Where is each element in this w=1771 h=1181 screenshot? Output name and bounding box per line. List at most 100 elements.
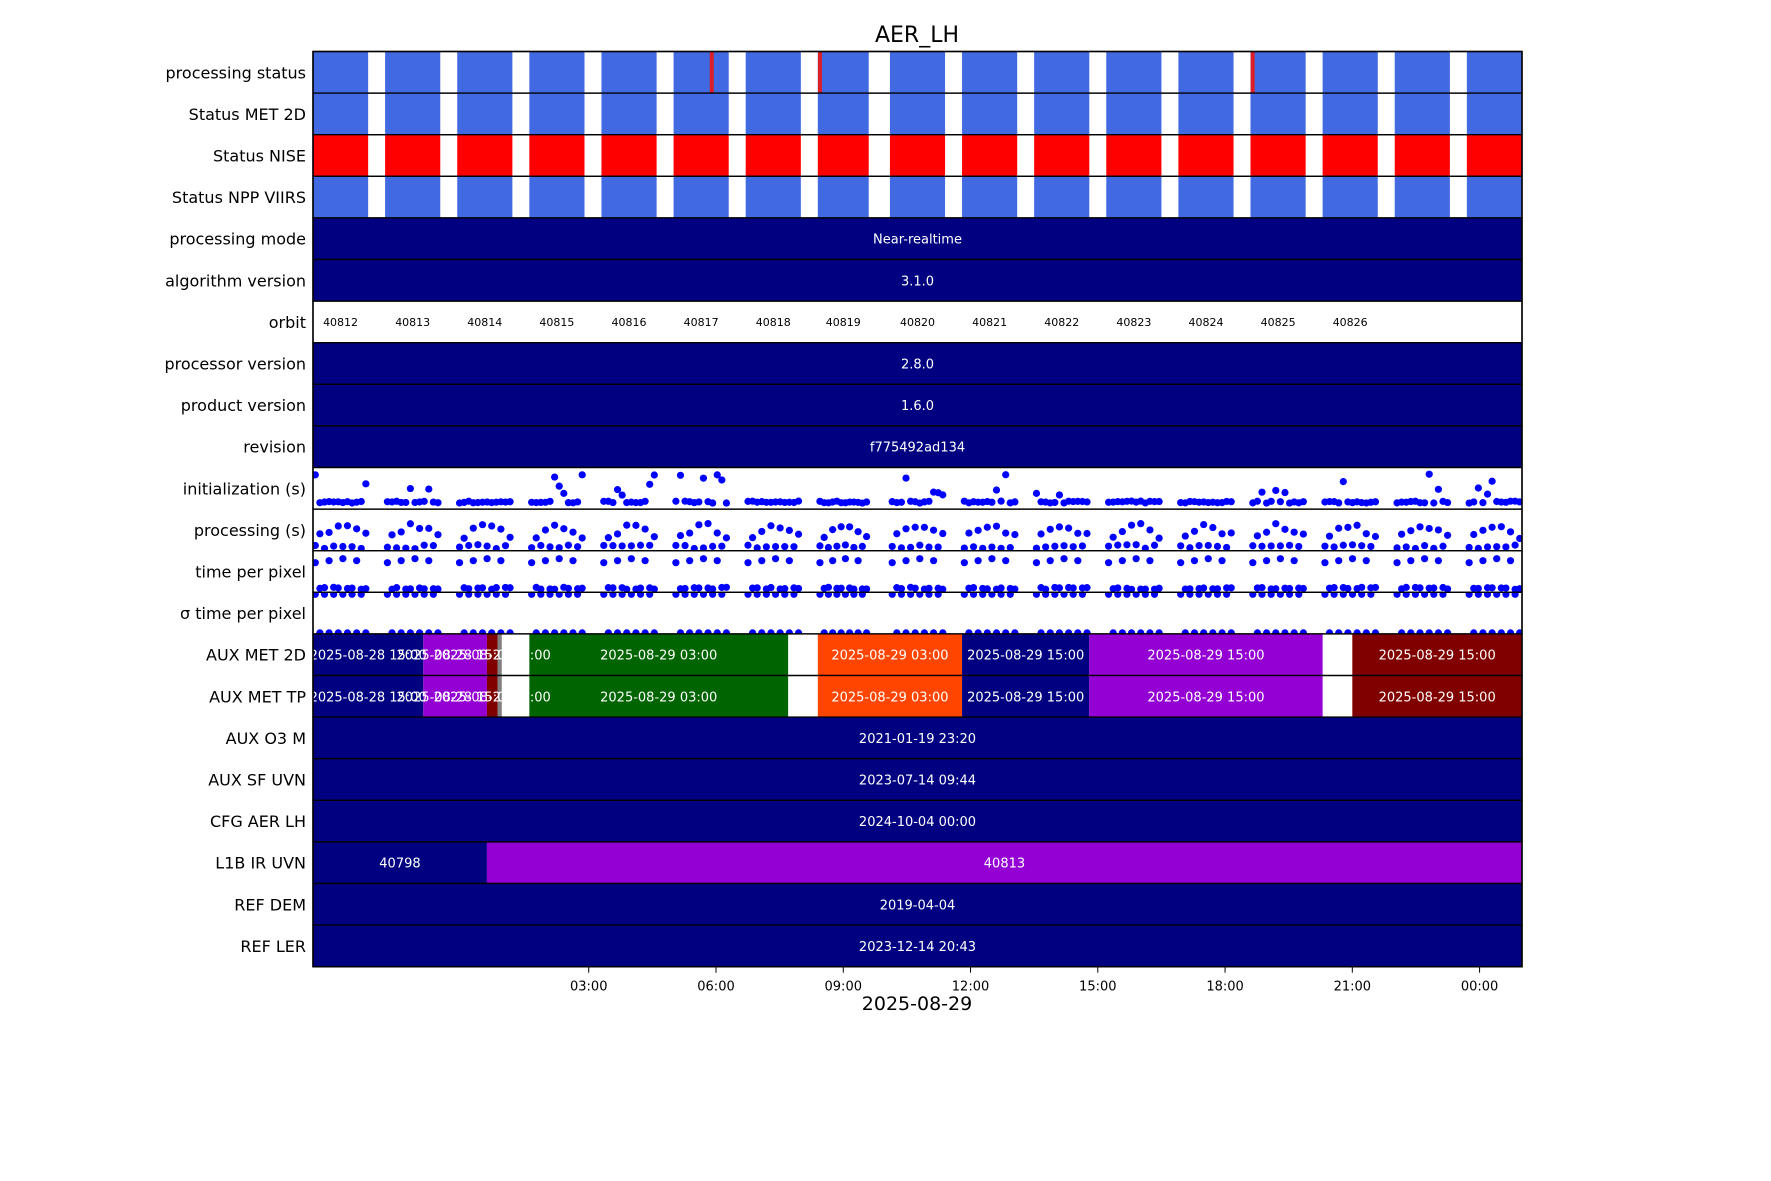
scatter-point (1434, 557, 1442, 565)
scatter-point (546, 592, 554, 598)
scatter-point (1497, 629, 1505, 634)
scatter-point (1155, 497, 1163, 506)
value-label: 2024-10-04 00:00 (859, 815, 976, 830)
scatter-point (767, 522, 775, 530)
scatter-point (1358, 592, 1366, 598)
scatter-point (1358, 583, 1366, 591)
file-segment (817, 633, 963, 676)
scatter-point (916, 555, 924, 563)
value-label: 1.6.0 (901, 399, 934, 414)
scatter-point (1339, 541, 1347, 549)
scatter-point (1146, 557, 1154, 565)
scatter-point (1506, 528, 1515, 536)
chart-title: AER_LH (875, 23, 959, 48)
scatter-point (829, 526, 837, 534)
scatter-point (1479, 526, 1487, 534)
file-segment (817, 675, 963, 718)
x-tick-label: 00:00 (1461, 980, 1498, 995)
scatter-point (713, 629, 721, 634)
orbit-bar (745, 93, 801, 135)
orbit-bar (962, 176, 1018, 218)
scatter-point (744, 559, 752, 567)
scatter-point (393, 544, 401, 551)
scatter-point (320, 584, 329, 592)
scatter-point (1362, 629, 1370, 634)
scatter-point (916, 541, 924, 549)
scatter-point (686, 629, 694, 634)
x-tick-label: 18:00 (1206, 980, 1243, 995)
row-labels: processing status Status MET 2D Status NIS… (164, 63, 306, 956)
scatter-point (1421, 499, 1429, 507)
orbit-bar (313, 176, 369, 218)
orbit-bar (529, 176, 585, 218)
value-bar (313, 717, 1522, 759)
scatter-point (897, 592, 906, 598)
scatter-point (455, 592, 464, 598)
orbit-bar (457, 51, 513, 94)
scatter-point (1253, 629, 1261, 634)
scatter-point (1267, 542, 1275, 550)
orbit-bar (457, 176, 513, 218)
orbit-bar (1178, 51, 1234, 94)
scatter-point (474, 541, 482, 549)
value-bar (313, 925, 1522, 967)
scatter-point (1032, 489, 1041, 497)
scatter-point (722, 583, 731, 591)
orbit-bar (673, 93, 729, 135)
scatter-point (1299, 530, 1307, 538)
scatter-point (560, 525, 568, 533)
orbit-bar (457, 93, 513, 135)
scatter-point (960, 592, 968, 598)
scatter-point (1272, 585, 1280, 593)
scatter-point (902, 525, 910, 533)
scatter-point (1118, 527, 1126, 536)
orbit-bar (1034, 93, 1090, 135)
scatter-point (1227, 498, 1235, 506)
file-segment (313, 633, 424, 676)
file-segment (1352, 633, 1522, 676)
scatter-point (609, 542, 617, 550)
scatter-point (623, 629, 631, 634)
scatter-point (1046, 629, 1054, 634)
scatter-point (1421, 541, 1429, 550)
scatter-point (713, 529, 721, 537)
scatter-point (483, 592, 491, 598)
scatter-point (1474, 544, 1482, 551)
scatter-point (609, 498, 617, 507)
orbit-bar (1322, 134, 1378, 177)
scatter-point (1398, 629, 1406, 634)
scatter-point (1371, 583, 1380, 592)
scatter-point (744, 541, 752, 549)
scatter-point (1362, 530, 1370, 538)
scatter-point (1493, 543, 1501, 551)
orbit-number: 40812 (323, 316, 358, 329)
scatter-point (313, 592, 319, 598)
scatter-point (1155, 584, 1163, 592)
scatter-point (348, 584, 356, 592)
scatter-point (1416, 629, 1424, 634)
scatter-point (492, 584, 500, 592)
scatter-point (992, 629, 1001, 634)
row-status-npp-viirs (312, 175, 1523, 219)
scatter-point (574, 592, 582, 598)
scatter-point (1042, 592, 1050, 598)
segment-label: 2025-08-29 15:00 (1379, 690, 1496, 705)
scatter-point (776, 524, 784, 532)
segment-label: 40813 (984, 857, 1025, 872)
scatter-point (1285, 541, 1294, 549)
scatter-point (713, 471, 721, 479)
scatter-point (824, 543, 833, 551)
orbit-number: 40826 (1333, 316, 1368, 329)
scatter-point (902, 474, 910, 482)
scatter-point (1069, 584, 1077, 592)
value-label: 2019-04-04 (880, 898, 956, 913)
scatter-point (1488, 477, 1496, 485)
scatter-point (983, 523, 991, 531)
orbit-number: 40822 (1044, 316, 1079, 329)
scatter-point (820, 629, 828, 634)
scatter-point (1249, 592, 1257, 598)
orbit-bar (1394, 93, 1450, 135)
file-segment (1089, 675, 1323, 718)
scatter-point (911, 584, 919, 592)
scatter-point (402, 544, 410, 551)
